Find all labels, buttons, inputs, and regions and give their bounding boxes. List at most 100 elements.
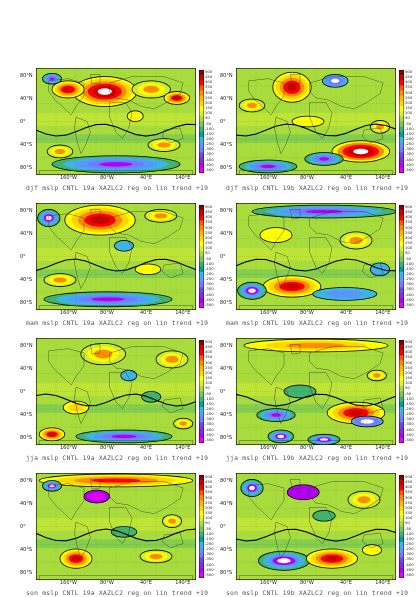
colorbar-tick-label: 150 (405, 240, 413, 246)
colorbar-swatch (199, 516, 204, 522)
pressure-anomaly-1 (80, 342, 126, 366)
colorbar-swatch (399, 475, 404, 481)
pressure-anomaly-7 (147, 138, 181, 152)
continent-outline-6 (362, 532, 384, 549)
continent-outline-7 (39, 305, 194, 310)
colorbar-swatch (399, 157, 404, 163)
colorbar-swatch (399, 541, 404, 548)
continent-outline-4 (309, 211, 384, 244)
colorbar-swatch (399, 282, 404, 288)
colorbar-tick-label: -200 (405, 405, 414, 411)
colorbar-tick-label: 450 (405, 344, 413, 350)
pressure-anomaly-2 (51, 80, 85, 99)
pressure-anomaly-7 (120, 369, 138, 382)
colorbar-tick-label: -200 (405, 135, 414, 141)
colorbar-swatch (399, 485, 404, 491)
longitude-label: 40°E (340, 580, 353, 586)
colorbar-tick-label: 400 (405, 214, 413, 220)
colorbar-tick-label: -100 (405, 260, 414, 266)
colorbar-tick-label: -150 (405, 535, 414, 541)
pressure-anomaly-5 (139, 549, 173, 564)
colorbar (199, 70, 204, 173)
colorbar-tick-label: 450 (405, 479, 413, 485)
colorbar-tick-label: 200 (205, 369, 213, 375)
colorbar-tick-label: -150 (205, 400, 214, 406)
colorbar-swatch (199, 531, 204, 537)
colorbar-tick-label: -50 (205, 120, 212, 126)
longitude-label: 140°E (175, 580, 191, 586)
latitude-label: 80°N (220, 73, 233, 79)
colorbar-tick-label: 150 (205, 105, 213, 111)
mslp-map-3 (36, 203, 196, 310)
latitude-label: 80°N (20, 208, 33, 214)
colorbar-tick-label: -250 (205, 141, 214, 147)
colorbar-swatch (199, 287, 204, 293)
colorbar-tick-label: 200 (405, 504, 413, 510)
colorbar (199, 475, 204, 578)
colorbar-tick-label: 250 (205, 229, 213, 235)
colorbar-swatch (199, 131, 204, 138)
colorbar-swatch (199, 80, 204, 86)
colorbar-tick-label: -500 (405, 571, 414, 577)
colorbar-swatch (399, 235, 404, 242)
continent-outline-7 (239, 575, 394, 580)
colorbar-swatch (399, 246, 404, 252)
colorbar-swatch (399, 401, 404, 408)
colorbar-tick-label: 500 (405, 204, 413, 209)
colorbar-tick-label: -50 (205, 390, 212, 396)
colorbar-swatch (199, 386, 204, 392)
colorbar-swatch (399, 567, 404, 574)
colorbar-swatch (199, 271, 204, 278)
continent-outline-6 (162, 127, 184, 144)
colorbar-tick-label: 50 (205, 250, 210, 256)
colorbar-tick-label: -250 (205, 546, 214, 552)
continent-outline-6 (162, 262, 184, 279)
colorbar-tick-label: 250 (405, 364, 413, 370)
continent-outline-7 (39, 575, 194, 580)
colorbar-tick-label: -400 (405, 156, 414, 162)
colorbar-swatch (199, 432, 204, 439)
panel-caption: mam mslp CNTL 19a XAZLC2 reg on lin tren… (26, 319, 209, 327)
colorbar-swatch (199, 70, 204, 76)
colorbar-swatch (399, 505, 404, 512)
colorbar-swatch (199, 152, 204, 158)
panel-caption: djf mslp CNTL 19a XAZLC2 reg on lin tren… (26, 184, 209, 192)
colorbar-swatch (199, 256, 204, 262)
pressure-anomaly-4 (304, 152, 344, 166)
colorbar-tick-label: -400 (405, 561, 414, 567)
continent-outline-5 (109, 237, 133, 274)
map-frame (36, 473, 196, 580)
colorbar-swatch (199, 167, 204, 173)
longitude-label: 160°W (60, 175, 77, 181)
pressure-anomaly-5 (307, 433, 341, 445)
colorbar-swatch (199, 100, 204, 107)
colorbar-tick-label: -400 (205, 561, 214, 567)
pressure-anomaly-7 (238, 98, 266, 113)
colorbar (199, 340, 204, 443)
colorbar-tick-label: 150 (205, 510, 213, 516)
continent-outline-4 (109, 211, 184, 244)
colorbar (399, 70, 404, 173)
mslp-map-7 (36, 473, 196, 580)
colorbar-swatch (199, 162, 204, 169)
longitude-label: 80°W (300, 175, 314, 181)
longitude-label: 40°E (340, 310, 353, 316)
colorbar-swatch (199, 422, 204, 428)
pressure-anomaly-2 (306, 548, 359, 569)
colorbar-tick-label: -50 (405, 255, 412, 261)
colorbar-swatch (199, 396, 204, 402)
colorbar-tick-label: -400 (205, 291, 214, 297)
colorbar-tick-label: 150 (405, 105, 413, 111)
latitude-label: 80°N (220, 208, 233, 214)
colorbar-swatch (199, 246, 204, 252)
colorbar-swatch (399, 292, 404, 298)
colorbar-swatch (199, 355, 204, 361)
longitude-label: 40°E (140, 310, 153, 316)
colorbar-swatch (399, 126, 404, 132)
latitude-label: 80°S (220, 570, 233, 576)
colorbar-tick-label: -350 (405, 151, 414, 157)
continent-outline-7 (239, 170, 394, 175)
continent-outline-4 (109, 481, 184, 514)
colorbar-tick-label: 200 (205, 234, 213, 240)
colorbar-tick-label: -250 (405, 411, 414, 417)
